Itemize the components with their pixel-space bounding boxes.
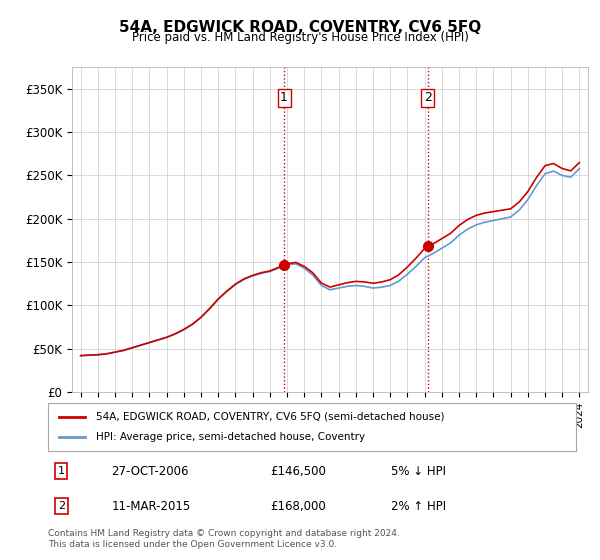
Text: 2: 2 — [58, 501, 65, 511]
Text: 2% ↑ HPI: 2% ↑ HPI — [391, 500, 446, 512]
Text: HPI: Average price, semi-detached house, Coventry: HPI: Average price, semi-detached house,… — [95, 432, 365, 442]
Text: Price paid vs. HM Land Registry's House Price Index (HPI): Price paid vs. HM Land Registry's House … — [131, 31, 469, 44]
Text: 2: 2 — [424, 91, 432, 104]
Text: 27-OCT-2006: 27-OCT-2006 — [112, 465, 189, 478]
Text: £146,500: £146,500 — [270, 465, 326, 478]
Text: 1: 1 — [280, 91, 288, 104]
Text: 11-MAR-2015: 11-MAR-2015 — [112, 500, 191, 512]
Text: 1: 1 — [58, 466, 65, 476]
Text: Contains HM Land Registry data © Crown copyright and database right 2024.
This d: Contains HM Land Registry data © Crown c… — [48, 529, 400, 549]
Text: 54A, EDGWICK ROAD, COVENTRY, CV6 5FQ (semi-detached house): 54A, EDGWICK ROAD, COVENTRY, CV6 5FQ (se… — [95, 412, 444, 422]
Text: 5% ↓ HPI: 5% ↓ HPI — [391, 465, 446, 478]
Text: £168,000: £168,000 — [270, 500, 326, 512]
Text: 54A, EDGWICK ROAD, COVENTRY, CV6 5FQ: 54A, EDGWICK ROAD, COVENTRY, CV6 5FQ — [119, 20, 481, 35]
